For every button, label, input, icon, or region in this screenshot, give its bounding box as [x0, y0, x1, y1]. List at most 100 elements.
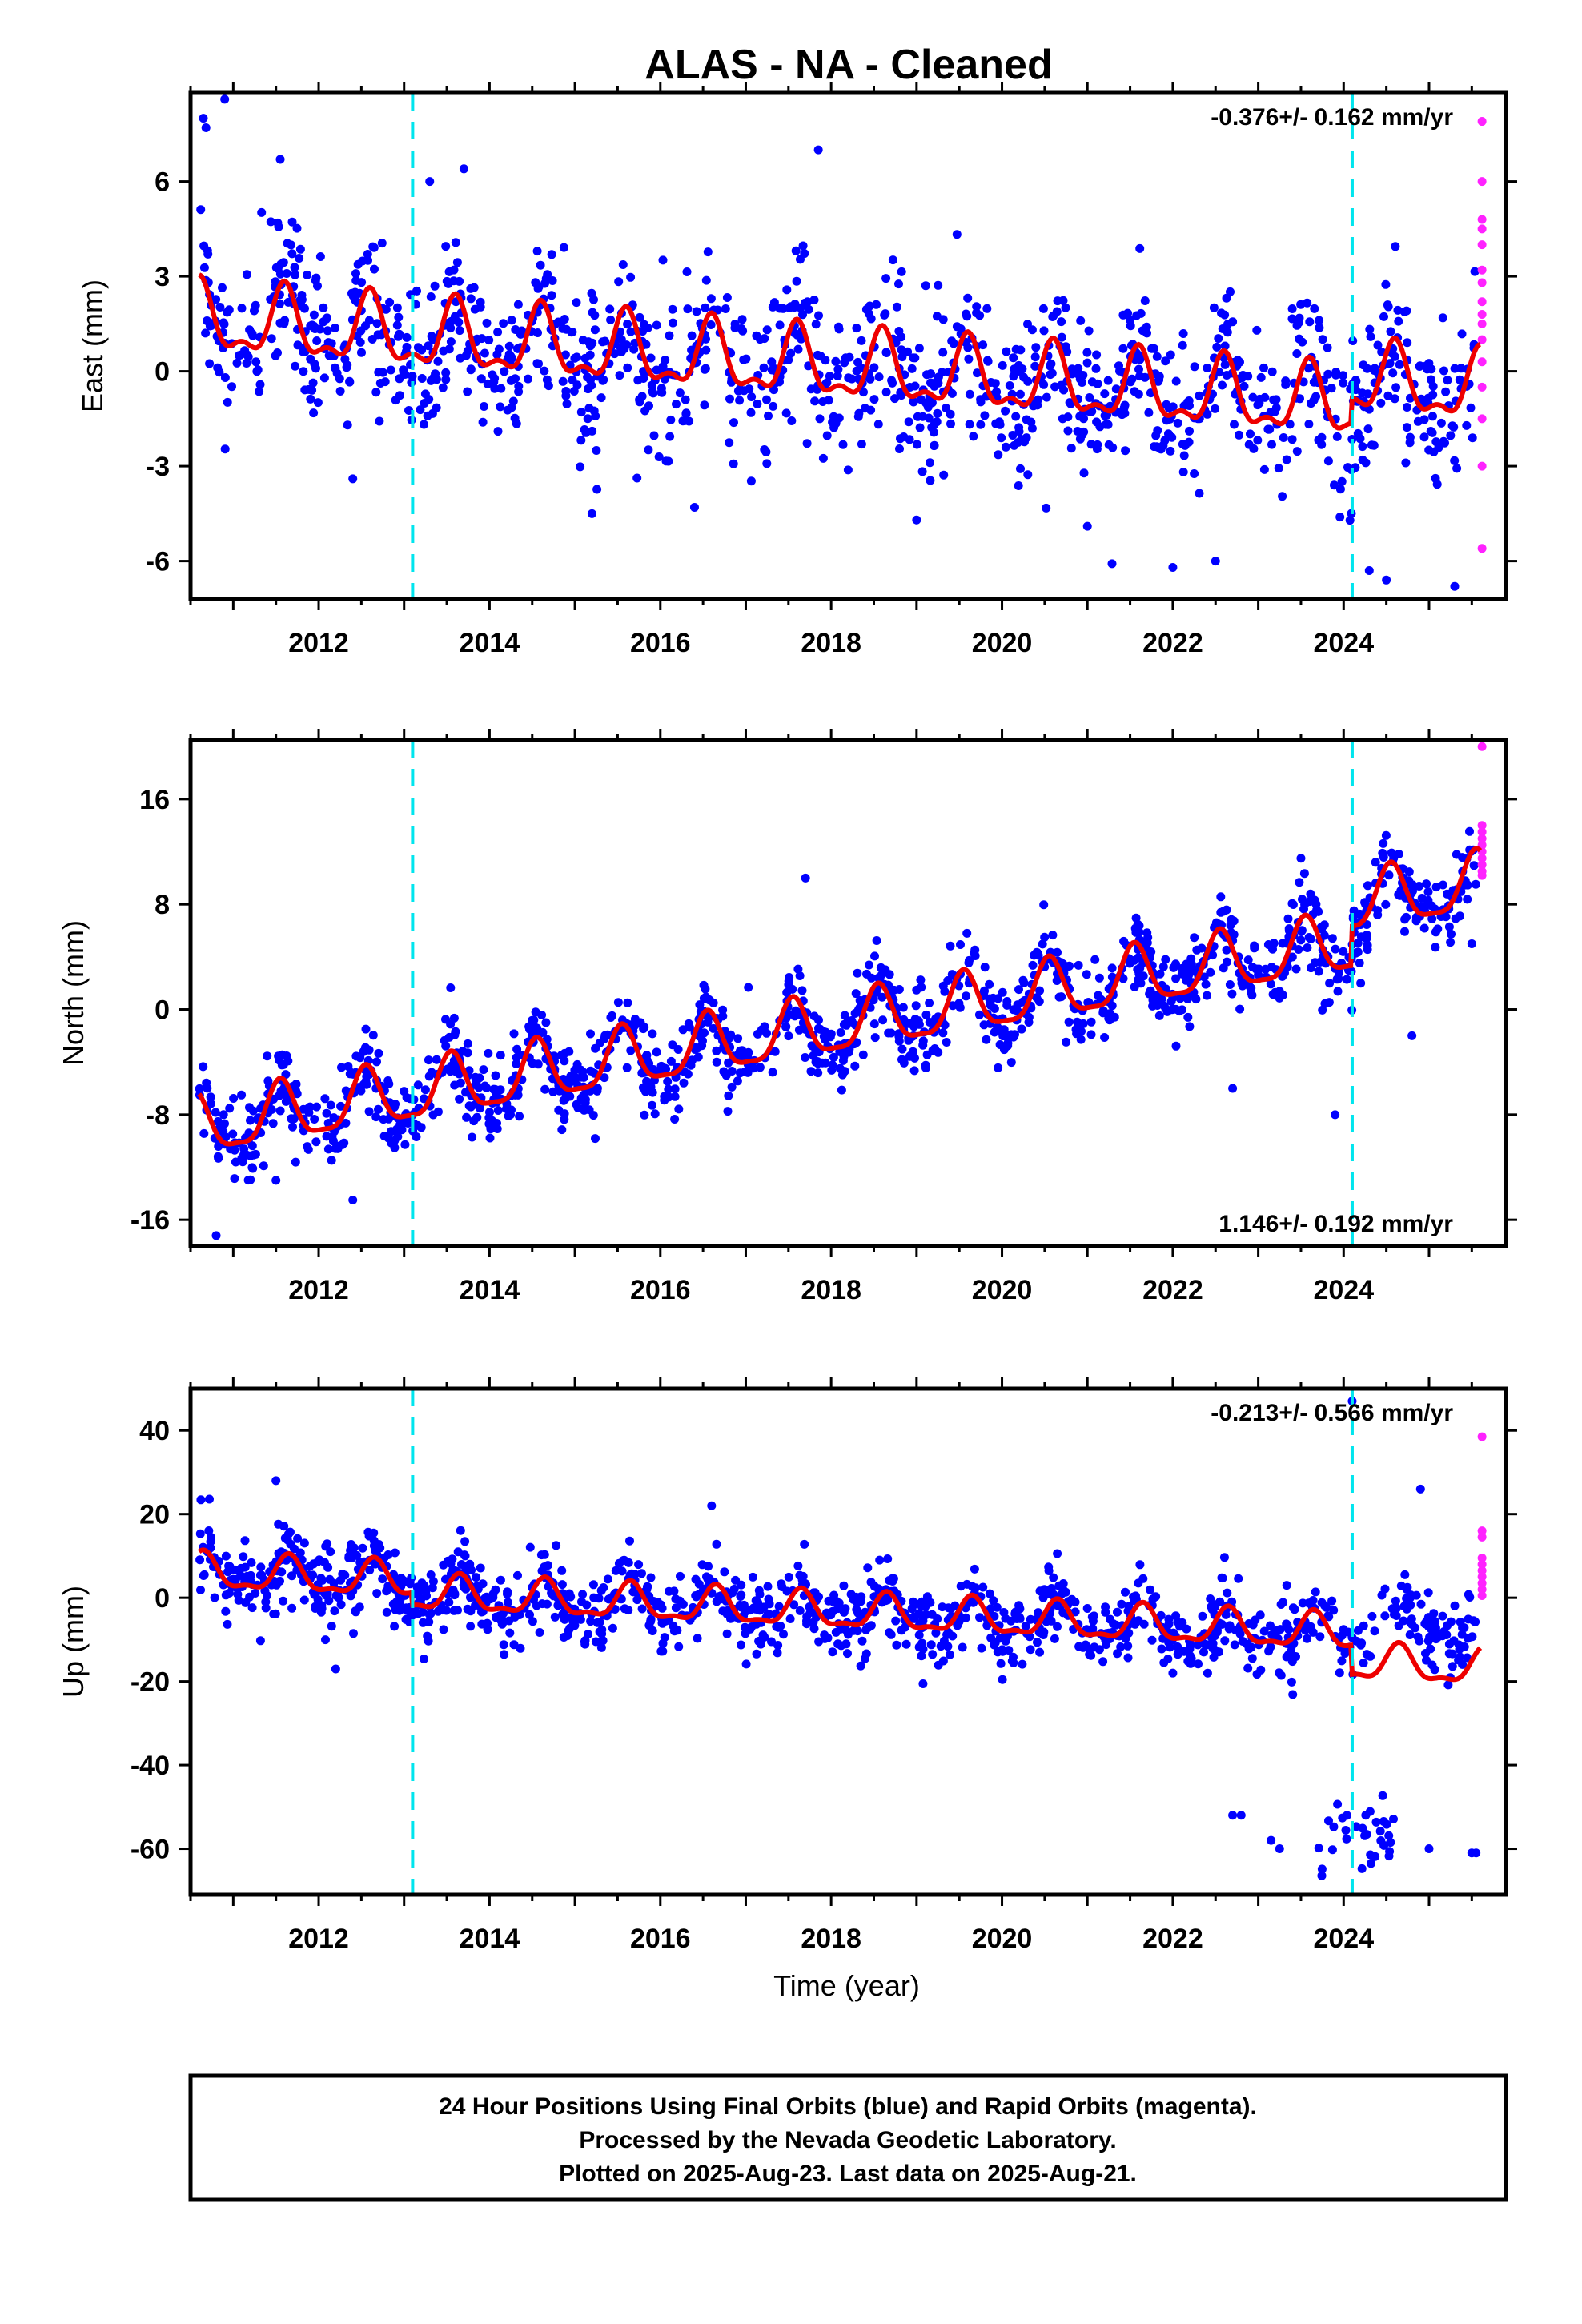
north-final-point	[247, 1163, 257, 1172]
north-final-point	[1355, 909, 1365, 919]
up-final-point	[327, 1622, 336, 1631]
up-final-point	[1256, 1665, 1266, 1675]
north-final-point	[862, 969, 871, 979]
up-final-point	[1259, 1626, 1269, 1636]
north-final-point	[554, 1105, 564, 1115]
east-final-point	[439, 346, 448, 356]
east-final-point	[441, 368, 451, 377]
east-final-point	[303, 270, 312, 279]
up-final-point	[1088, 1616, 1098, 1626]
up-final-point	[439, 1625, 448, 1634]
up-final-point	[236, 1563, 246, 1573]
east-final-point	[626, 272, 636, 282]
east-final-point	[1278, 492, 1287, 501]
north-final-point	[1314, 967, 1323, 976]
east-final-point	[544, 381, 553, 391]
north-final-point	[982, 1035, 991, 1044]
north-final-point	[1447, 929, 1456, 939]
up-final-point	[853, 1598, 862, 1607]
up-final-point	[921, 1610, 931, 1619]
north-final-point	[1184, 971, 1193, 980]
up-final-point	[737, 1640, 745, 1650]
north-final-point	[472, 1077, 481, 1087]
up-final-point	[1337, 1656, 1347, 1666]
up-final-point	[1399, 1602, 1409, 1611]
east-final-point	[814, 311, 823, 320]
east-final-point	[1335, 513, 1345, 522]
north-final-point	[790, 1011, 800, 1021]
east-final-point	[1399, 307, 1409, 316]
up-final-point	[886, 1630, 896, 1639]
up-final-point	[785, 1614, 795, 1623]
east-final-point	[762, 459, 772, 468]
up-final-point	[1457, 1630, 1467, 1639]
north-final-point	[372, 1057, 381, 1067]
up-final-point	[418, 1618, 428, 1627]
east-final-point	[1008, 431, 1018, 440]
up-final-point	[841, 1604, 850, 1614]
up-final-point	[1458, 1659, 1468, 1669]
east-final-point	[490, 384, 500, 393]
north-final-point	[670, 1084, 680, 1094]
up-final-point	[798, 1571, 808, 1581]
up-final-point	[346, 1591, 355, 1601]
north-final-point	[955, 1003, 965, 1012]
east-final-point	[980, 411, 990, 420]
east-final-point	[760, 334, 769, 344]
north-final-point	[934, 1047, 943, 1057]
north-final-point	[486, 1124, 496, 1134]
north-final-point	[1327, 934, 1337, 943]
north-final-point	[1419, 923, 1429, 933]
east-final-point	[559, 243, 568, 252]
east-final-point	[781, 408, 791, 418]
east-final-point	[466, 364, 476, 374]
up-final-point	[1400, 1570, 1410, 1579]
up-final-point	[1058, 1584, 1067, 1594]
east-final-point	[1091, 364, 1101, 373]
north-final-point	[990, 1027, 999, 1037]
up-final-point	[1389, 1815, 1398, 1823]
up-final-point	[588, 1580, 598, 1590]
north-final-point	[600, 1031, 610, 1040]
up-final-point	[570, 1621, 580, 1630]
east-final-point	[496, 402, 505, 412]
north-final-point	[390, 1143, 400, 1152]
up-x-tick-label: 2024	[1313, 1924, 1374, 1954]
east-final-point	[1027, 325, 1037, 335]
up-final-point	[321, 1635, 330, 1645]
east-final-point	[1164, 430, 1174, 440]
east-final-point	[620, 344, 629, 353]
east-final-point	[675, 388, 685, 398]
up-final-point	[628, 1587, 638, 1597]
up-final-point	[1327, 1596, 1337, 1606]
east-final-point	[869, 363, 879, 372]
east-final-point	[576, 408, 586, 417]
up-final-point	[426, 1609, 436, 1618]
up-final-point	[269, 1610, 279, 1618]
east-final-point	[306, 394, 315, 404]
north-final-point	[341, 1086, 351, 1096]
east-final-point	[938, 315, 948, 324]
east-final-point	[1426, 427, 1435, 436]
north-final-point	[531, 1007, 540, 1017]
east-final-point	[1030, 352, 1040, 362]
up-final-point	[472, 1573, 481, 1582]
north-final-point	[312, 1102, 321, 1112]
up-final-point	[1359, 1659, 1368, 1667]
east-final-point	[649, 431, 659, 440]
east-final-point	[1214, 334, 1223, 344]
east-final-point	[372, 319, 382, 328]
east-final-point	[1079, 468, 1089, 478]
east-final-point	[364, 316, 374, 325]
east-final-point	[506, 376, 516, 385]
east-final-point	[706, 320, 716, 329]
up-x-tick-label: 2016	[630, 1924, 691, 1954]
north-final-point	[540, 1084, 550, 1094]
east-final-point	[295, 244, 305, 254]
east-final-point	[492, 350, 502, 360]
footer-line-3: Plotted on 2025-Aug-23. Last data on 202…	[559, 2161, 1137, 2187]
north-final-point	[1305, 897, 1315, 907]
east-final-point	[1093, 440, 1102, 449]
north-final-point	[291, 1157, 300, 1167]
north-final-point	[1299, 869, 1309, 879]
